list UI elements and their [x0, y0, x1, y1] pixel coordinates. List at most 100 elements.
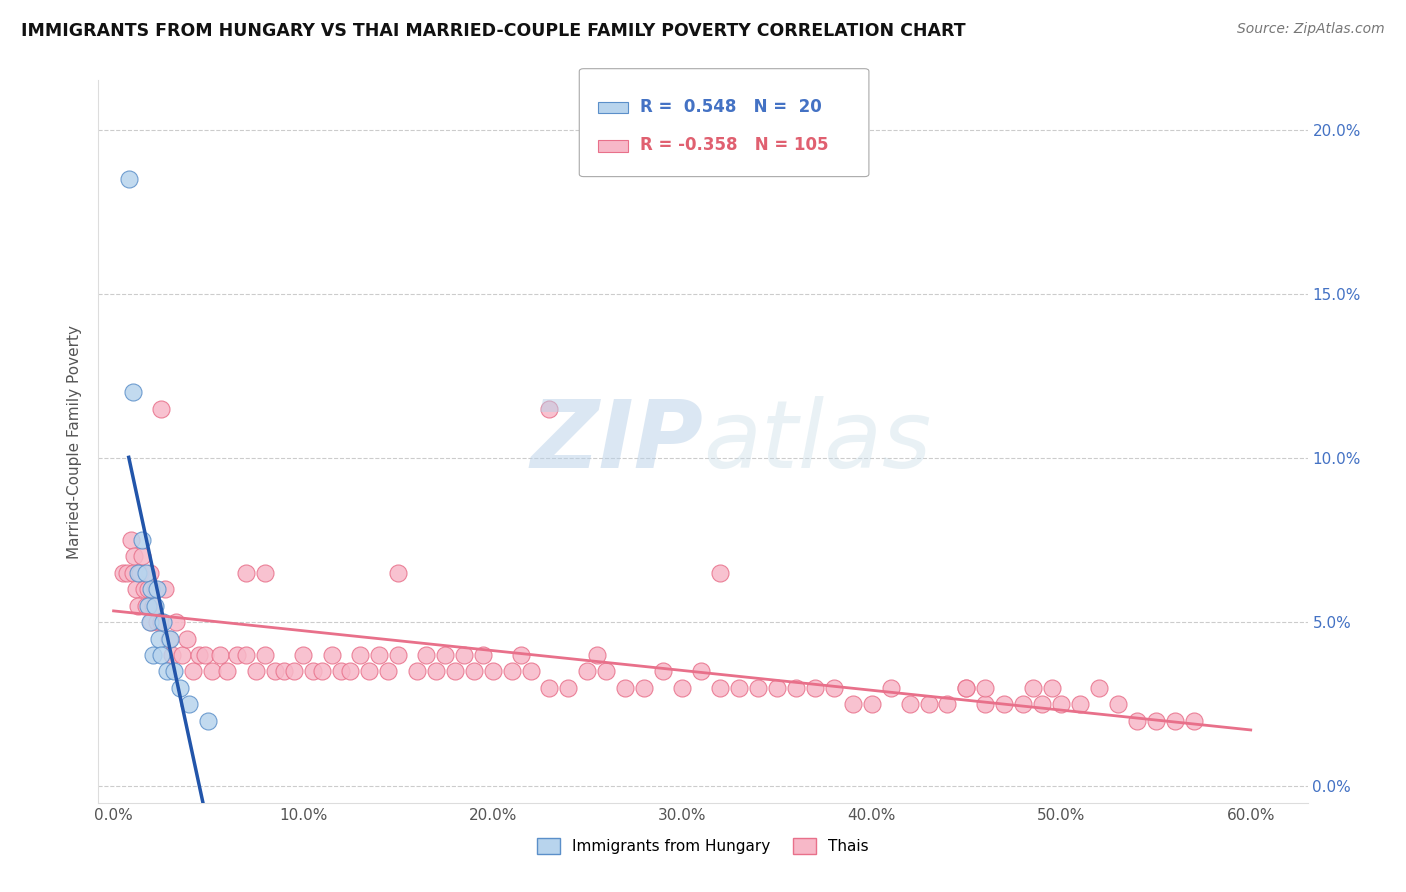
Point: [273, 665, 295, 679]
Point: [217, 665, 239, 679]
Point: [115, 566, 138, 580]
Point: [1069, 698, 1091, 712]
Point: [235, 566, 257, 580]
Point: [263, 665, 285, 679]
Point: [127, 599, 149, 613]
Point: [1040, 681, 1063, 695]
Point: [138, 566, 160, 580]
Point: [301, 665, 323, 679]
Point: [254, 566, 277, 580]
Point: [747, 681, 769, 695]
Point: [187, 648, 209, 662]
Y-axis label: Married-Couple Family Poverty: Married-Couple Family Poverty: [67, 325, 83, 558]
Point: [387, 648, 409, 662]
Point: [652, 665, 675, 679]
Point: [125, 582, 148, 597]
Point: [193, 648, 215, 662]
Point: [124, 549, 146, 564]
Point: [709, 566, 731, 580]
Point: [538, 681, 561, 695]
Point: [136, 582, 159, 597]
Point: [181, 665, 204, 679]
Point: [519, 665, 541, 679]
Point: [359, 665, 381, 679]
Point: [131, 533, 153, 547]
Point: [170, 648, 193, 662]
Point: [159, 632, 181, 646]
Point: [728, 681, 751, 695]
Point: [197, 714, 219, 728]
Point: [1126, 714, 1149, 728]
Point: [118, 171, 141, 186]
Point: [510, 648, 533, 662]
Point: [898, 698, 921, 712]
Point: [766, 681, 789, 695]
Point: [208, 648, 231, 662]
Point: [146, 582, 169, 597]
Point: [595, 665, 617, 679]
Point: [254, 648, 277, 662]
Point: [425, 665, 447, 679]
Point: [879, 681, 901, 695]
Point: [149, 615, 172, 630]
Point: [165, 615, 187, 630]
Point: [709, 681, 731, 695]
Point: [201, 665, 224, 679]
Point: [443, 665, 465, 679]
Point: [387, 566, 409, 580]
Point: [974, 681, 997, 695]
Point: [936, 698, 959, 712]
Point: [377, 665, 399, 679]
Point: [463, 665, 485, 679]
Point: [143, 582, 166, 597]
Point: [339, 665, 361, 679]
Point: [538, 401, 561, 416]
Point: [149, 648, 172, 662]
Point: [152, 615, 174, 630]
Point: [149, 401, 172, 416]
Point: [176, 632, 198, 646]
Point: [120, 533, 142, 547]
Text: IMMIGRANTS FROM HUNGARY VS THAI MARRIED-COUPLE FAMILY POVERTY CORRELATION CHART: IMMIGRANTS FROM HUNGARY VS THAI MARRIED-…: [21, 22, 966, 40]
Point: [163, 665, 186, 679]
Point: [321, 648, 343, 662]
Point: [132, 582, 155, 597]
Point: [235, 648, 257, 662]
Point: [148, 632, 170, 646]
Point: [472, 648, 495, 662]
Point: [129, 566, 152, 580]
Point: [1050, 698, 1073, 712]
Point: [127, 566, 149, 580]
Point: [481, 665, 503, 679]
Point: [1107, 698, 1129, 712]
Point: [804, 681, 827, 695]
Point: [245, 665, 267, 679]
Point: [112, 566, 135, 580]
Point: [141, 582, 163, 597]
Point: [405, 665, 427, 679]
Point: [169, 681, 191, 695]
Text: R =  0.548   N =  20: R = 0.548 N = 20: [640, 98, 821, 116]
Point: [1182, 714, 1205, 728]
Point: [671, 681, 693, 695]
Point: [860, 698, 883, 712]
Point: [121, 385, 143, 400]
Point: [162, 648, 184, 662]
Point: [1012, 698, 1035, 712]
Point: [141, 615, 163, 630]
Point: [367, 648, 389, 662]
Point: [311, 665, 333, 679]
Point: [841, 698, 863, 712]
Point: [1022, 681, 1045, 695]
Point: [283, 665, 305, 679]
Point: [157, 632, 180, 646]
Point: [453, 648, 475, 662]
Text: ZIP: ZIP: [530, 395, 703, 488]
Point: [349, 648, 371, 662]
Point: [917, 698, 939, 712]
Point: [1088, 681, 1111, 695]
Point: [292, 648, 315, 662]
Point: [557, 681, 579, 695]
Point: [823, 681, 845, 695]
Point: [135, 566, 157, 580]
